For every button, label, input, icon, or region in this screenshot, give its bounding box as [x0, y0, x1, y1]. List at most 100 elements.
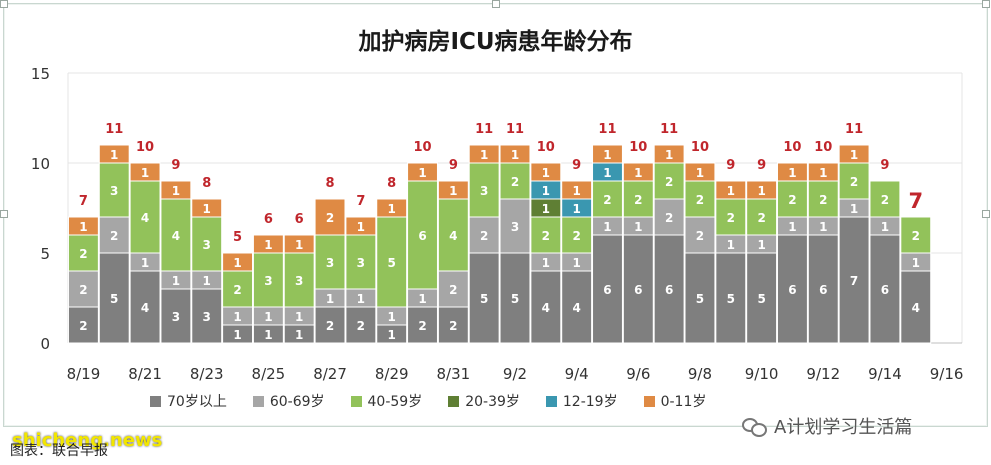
chart-title: 加护病房ICU病患年龄分布 — [358, 29, 633, 55]
bar-segment-label: 3 — [480, 184, 488, 198]
bar-segment-label: 1 — [542, 166, 550, 180]
bar-segment-label: 7 — [850, 274, 858, 288]
resize-handle-right[interactable] — [982, 210, 990, 218]
bar-segment-label: 4 — [141, 301, 149, 315]
bar-segment-label: 1 — [634, 220, 642, 234]
resize-handle-top-right[interactable] — [982, 0, 990, 8]
x-tick-label: 8/29 — [375, 365, 409, 383]
bar-segment-label: 4 — [572, 301, 580, 315]
bar-segment — [499, 144, 531, 164]
bar-segment-label: 1 — [603, 220, 611, 234]
watermark-account-label: A计划学习生活篇 — [774, 417, 913, 438]
bar-segment — [468, 162, 500, 218]
x-tick-label: 8/27 — [313, 365, 347, 383]
bar-segment — [869, 234, 901, 344]
bar-segment-label: 3 — [172, 310, 180, 324]
bar-segment-label: 1 — [665, 148, 673, 162]
bar-segment-label: 2 — [326, 211, 334, 225]
bar-segment-label: 3 — [264, 274, 272, 288]
bar-segment — [67, 306, 99, 344]
bar-segment-label: 2 — [819, 193, 827, 207]
chart-legend: 70岁以上 60-69岁 40-59岁 20-39岁 12-19岁 0-11岁 — [150, 390, 850, 412]
bar-segment — [653, 144, 685, 164]
bar-segment-label: 1 — [264, 238, 272, 252]
bar-segment-label: 1 — [542, 202, 550, 216]
bar-segment-label: 1 — [634, 166, 642, 180]
bar-segment-label: 6 — [881, 283, 889, 297]
bar-segment-label: 1 — [542, 184, 550, 198]
legend-entry: 20-39岁 — [448, 391, 520, 411]
bar-segment-label: 5 — [696, 292, 704, 306]
bar-segment — [653, 198, 685, 236]
bar-segment-label: 5 — [110, 292, 118, 306]
bar-segment — [776, 162, 808, 182]
bar-segment — [869, 180, 901, 218]
legend-swatch — [448, 395, 460, 407]
legend-entry: 40-59岁 — [350, 391, 422, 411]
bar-total-label: 11 — [660, 122, 678, 137]
x-tick-label: 9/2 — [503, 365, 527, 383]
bar-segment-label: 2 — [357, 319, 365, 333]
bar-segment-label: 1 — [295, 310, 303, 324]
bar-segment — [622, 180, 654, 218]
bar-segment — [345, 216, 377, 236]
bar-segment-label: 5 — [727, 292, 735, 306]
bar-total-label: 9 — [757, 158, 766, 173]
bar-segment — [592, 144, 623, 164]
bar-segment — [252, 234, 284, 254]
bar-segment-label: 1 — [603, 166, 611, 180]
bar-segment — [746, 252, 778, 344]
bar-segment — [715, 198, 747, 236]
bar-total-label: 10 — [783, 140, 801, 155]
bar-segment-label: 4 — [542, 301, 550, 315]
bar-total-label: 9 — [572, 158, 581, 173]
bar-segment — [530, 270, 562, 344]
bar-segment-label: 2 — [572, 229, 580, 243]
legend-entry: 12-19岁 — [545, 391, 618, 411]
watermark-account: A计划学习生活篇 — [742, 413, 912, 439]
bar-segment-label: 1 — [850, 148, 858, 162]
bar-segment — [807, 162, 839, 182]
bar-segment — [345, 306, 377, 344]
bar-segment — [129, 180, 161, 254]
watermark-site: shicheng.news — [12, 430, 163, 451]
bar-total-label: 10 — [413, 140, 431, 155]
bar-segment-label: 2 — [912, 229, 920, 243]
bar-segment-label: 2 — [79, 319, 87, 333]
bar-total-label: 7 — [908, 189, 923, 213]
bar-segment-label: 2 — [449, 319, 457, 333]
resize-handle-top[interactable] — [492, 0, 500, 8]
bar-segment-label: 2 — [665, 175, 673, 189]
x-tick-label: 9/8 — [688, 365, 712, 383]
bar-segment — [252, 252, 284, 308]
bar-segment-label: 1 — [418, 166, 426, 180]
wechat-icon — [742, 416, 768, 437]
bar-segment-label: 2 — [881, 193, 889, 207]
bar-segment — [129, 162, 161, 182]
bar-total-label: 10 — [691, 140, 709, 155]
bar-segment-label: 1 — [172, 274, 180, 288]
bar-segment — [67, 216, 99, 236]
bar-segment — [160, 180, 192, 200]
bar-segment-label: 1 — [172, 184, 180, 198]
bar-segment — [283, 234, 315, 254]
bar-segment-label: 1 — [357, 220, 365, 234]
bar-segment-label: 2 — [757, 211, 765, 225]
bar-segment — [67, 234, 99, 272]
bar-segment — [129, 270, 161, 344]
bar-segment-label: 2 — [788, 193, 796, 207]
bar-segment-label: 1 — [788, 220, 796, 234]
bar-total-label: 11 — [598, 122, 616, 137]
chart-credit: 图表：联合早报 — [10, 443, 108, 459]
resize-handle-left[interactable] — [0, 210, 8, 218]
bar-total-label: 11 — [475, 122, 493, 137]
x-tick-label: 9/6 — [626, 365, 650, 383]
bar-segment — [530, 216, 562, 254]
bar-segment-label: 3 — [203, 310, 211, 324]
resize-handle-top-left[interactable] — [0, 0, 8, 8]
bar-segment-label: 3 — [110, 184, 118, 198]
bar-segment-label: 1 — [511, 148, 519, 162]
bar-segment — [561, 216, 593, 254]
bar-segment — [684, 180, 716, 218]
